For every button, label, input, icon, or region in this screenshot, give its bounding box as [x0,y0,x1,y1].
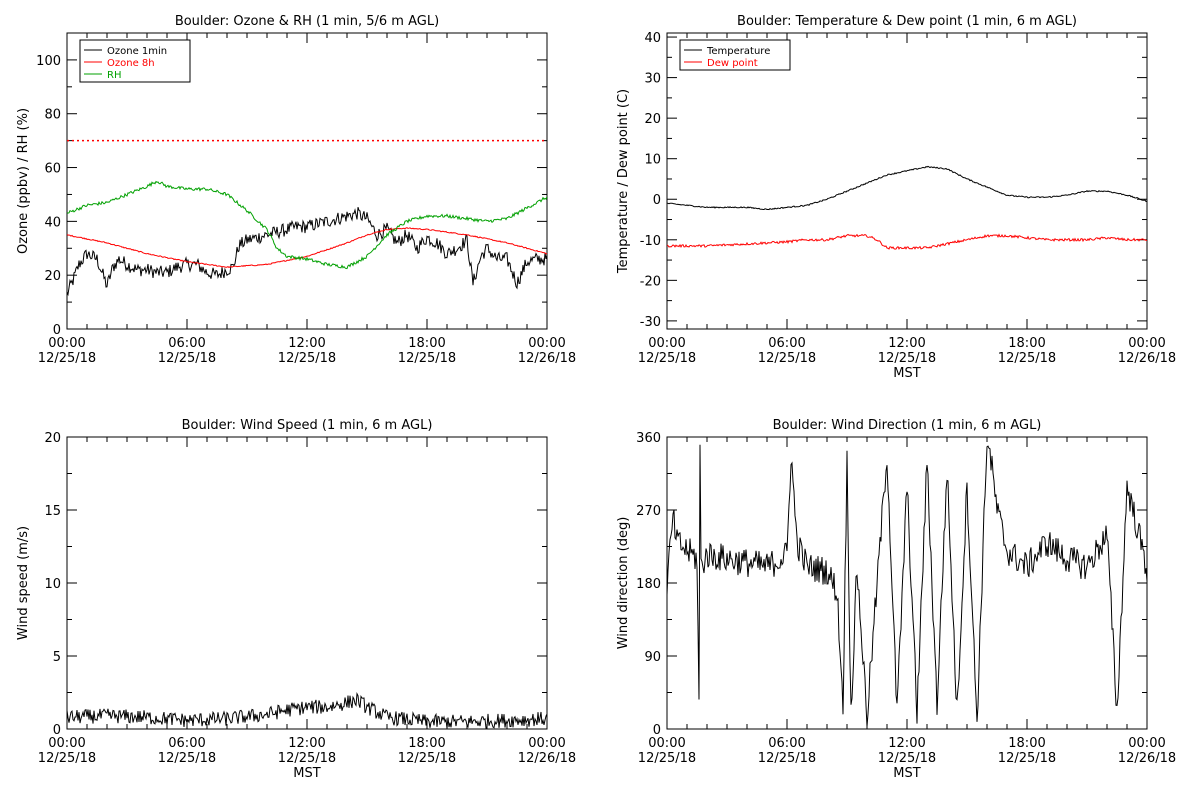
x-tick-label: 00:00 [48,336,85,351]
series-line-3 [67,180,547,270]
x-tick-label: 12:00 [888,336,925,351]
y-axis-label: Temperature / Dew point (C) [616,89,631,274]
chart-title: Boulder: Wind Direction (1 min, 6 m AGL) [773,418,1042,433]
x-tick-date-label: 12/25/18 [38,751,96,766]
plot-frame [666,32,1148,330]
chart-panel-2: Boulder: Temperature & Dew point (1 min,… [616,14,1176,381]
y-axis-label: Ozone (ppbv) / RH (%) [16,108,31,254]
x-tick-date-label: 12/25/18 [278,351,336,366]
x-tick-label: 00:00 [1128,336,1165,351]
y-tick-label: 15 [44,504,61,519]
chart-panel-1: Boulder: Ozone & RH (1 min, 5/6 m AGL)00… [16,14,576,366]
x-tick-date-label: 12/25/18 [278,751,336,766]
series-line-2 [667,233,1147,250]
y-tick-label: 270 [636,504,661,519]
y-tick-label: -20 [640,274,661,289]
y-tick-label: 30 [644,72,661,87]
y-tick-label: 10 [644,153,661,168]
x-tick-label: 00:00 [648,736,685,751]
x-tick-date-label: 12/25/18 [638,351,696,366]
legend-entry: Temperature [706,46,770,57]
x-tick-label: 00:00 [528,336,565,351]
x-tick-label: 06:00 [768,736,805,751]
x-axis-label: MST [893,366,920,381]
y-tick-label: 0 [653,723,661,738]
y-tick-label: 180 [636,577,661,592]
y-tick-label: 90 [644,650,661,665]
y-tick-label: 20 [44,431,61,446]
chart-title: Boulder: Wind Speed (1 min, 6 m AGL) [182,418,433,433]
legend-box [79,39,191,83]
x-tick-label: 12:00 [288,736,325,751]
x-axis-label: MST [893,766,920,781]
x-tick-label: 12:00 [288,336,325,351]
series-line-1 [667,444,1147,727]
x-tick-date-label: 12/25/18 [878,351,936,366]
x-tick-date-label: 12/26/18 [1118,351,1176,366]
y-tick-label: 100 [36,54,61,69]
x-tick-date-label: 12/25/18 [638,751,696,766]
x-tick-date-label: 12/25/18 [158,751,216,766]
x-tick-date-label: 12/26/18 [518,751,576,766]
x-tick-label: 06:00 [168,336,205,351]
x-tick-date-label: 12/25/18 [398,751,456,766]
y-axis-label: Wind direction (deg) [616,517,631,650]
x-tick-date-label: 12/25/18 [998,751,1056,766]
x-tick-date-label: 12/25/18 [758,751,816,766]
y-tick-label: 80 [44,108,61,123]
x-tick-label: 06:00 [768,336,805,351]
x-tick-date-label: 12/26/18 [1118,751,1176,766]
x-tick-label: 18:00 [1008,736,1045,751]
x-tick-date-label: 12/25/18 [398,351,456,366]
y-tick-label: 20 [44,269,61,284]
legend-entry: Ozone 1min [107,46,167,57]
chart-panel-3: Boulder: Wind Speed (1 min, 6 m AGL) 00:0… [16,418,576,781]
x-tick-label: 18:00 [408,336,445,351]
x-tick-label: 18:00 [1008,336,1045,351]
y-tick-label: 360 [636,431,661,446]
plot-frame [66,436,548,730]
y-axis-label: Wind speed (m/s) [16,526,31,640]
x-tick-date-label: 12/26/18 [518,351,576,366]
y-tick-label: 5 [53,650,61,665]
x-tick-date-label: 12/25/18 [38,351,96,366]
x-tick-label: 12:00 [888,736,925,751]
y-tick-label: 20 [644,112,661,127]
x-tick-date-label: 12/25/18 [758,351,816,366]
y-tick-label: 0 [53,323,61,338]
legend-box [679,39,791,71]
x-tick-label: 00:00 [648,336,685,351]
series-line-1 [67,691,547,729]
series-line-1 [67,207,547,297]
y-tick-label: 10 [44,577,61,592]
legend-entry: Ozone 8h [107,58,155,69]
y-tick-label: 40 [644,31,661,46]
x-tick-label: 00:00 [528,736,565,751]
legend-entry: RH [107,70,121,81]
x-tick-label: 00:00 [48,736,85,751]
plot-frame [666,436,1148,730]
y-tick-label: 60 [44,162,61,177]
y-tick-label: 0 [53,723,61,738]
x-tick-label: 00:00 [1128,736,1165,751]
chart-panel-4: Boulder: Wind Direction (1 min, 6 m AGL)… [616,418,1176,781]
x-tick-date-label: 12/25/18 [878,751,936,766]
series-line-2 [67,227,547,269]
y-tick-label: 40 [44,215,61,230]
chart-title: Boulder: Ozone & RH (1 min, 5/6 m AGL) [175,14,439,29]
legend-entry: Dew point [707,58,758,69]
x-tick-label: 06:00 [168,736,205,751]
x-tick-date-label: 12/25/18 [998,351,1056,366]
y-tick-label: -10 [640,234,661,249]
y-tick-label: 0 [653,193,661,208]
y-tick-label: -30 [640,315,661,330]
x-axis-label: MST [293,766,320,781]
x-tick-date-label: 12/25/18 [158,351,216,366]
x-tick-label: 18:00 [408,736,445,751]
chart-title: Boulder: Temperature & Dew point (1 min,… [737,14,1077,29]
series-line-1 [667,165,1147,211]
